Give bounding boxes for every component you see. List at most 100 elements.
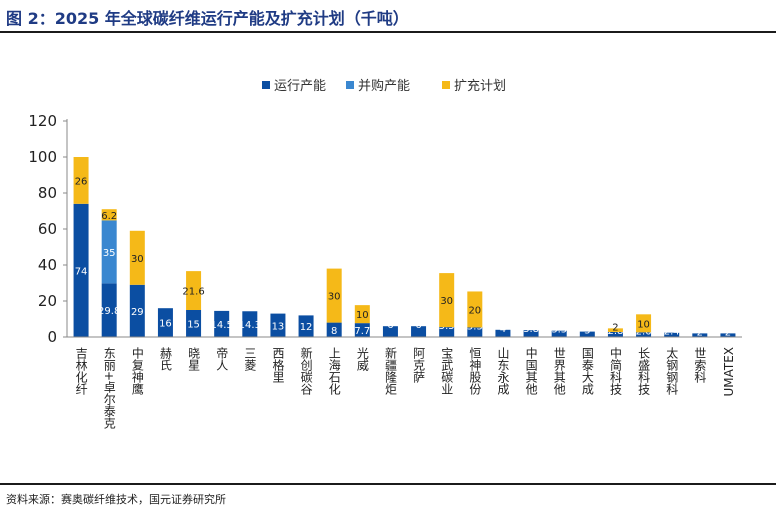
data-label: 2 — [725, 327, 731, 338]
data-label: 2.4 — [664, 327, 680, 338]
bar-segment — [101, 283, 117, 337]
bar-segment — [354, 323, 370, 337]
bar-segment — [157, 308, 173, 337]
title-divider — [0, 31, 776, 33]
data-label: 16 — [159, 319, 172, 330]
x-tick-label: 山东永成 — [496, 347, 510, 396]
data-label: 13 — [272, 321, 285, 332]
bar-segment — [439, 327, 455, 337]
x-axis: 吉林化纤 东丽+卓尔泰克 中复神鹰 赫氏 晓星 帝人 三菱 西格里 新创碳谷 上海石化 光威 新疆隆炬… — [67, 336, 742, 430]
legend-label: 运行产能 — [274, 79, 326, 94]
bar-segment — [101, 209, 117, 221]
legend-label: 并购产能 — [358, 78, 410, 94]
x-tick-label: 世索科 — [693, 347, 707, 383]
legend-swatch — [442, 81, 450, 89]
x-tick-label: 世界其他 — [552, 347, 566, 395]
bar-segment — [382, 326, 398, 337]
data-label: 35 — [103, 248, 116, 259]
data-label: 10 — [637, 319, 650, 330]
bar-segment — [439, 273, 455, 328]
x-tick-label: 阿克萨 — [412, 347, 426, 383]
x-tick-label: 国泰大成 — [580, 347, 594, 396]
bar-segment — [129, 230, 145, 285]
bar-segment — [354, 305, 370, 324]
x-tick-label: 上海石化 — [327, 347, 341, 396]
data-label: 14.3 — [239, 320, 261, 331]
y-tick-label: 100 — [28, 148, 57, 166]
data-label: 15 — [187, 320, 200, 331]
data-label: 30 — [131, 254, 144, 265]
y-tick-label: 120 — [28, 112, 57, 130]
data-label: 29 — [131, 307, 144, 318]
bar-segment — [664, 332, 680, 337]
x-tick-label: 赫氏 — [158, 347, 172, 371]
bar-segment — [551, 330, 567, 337]
y-tick-label: 60 — [38, 220, 57, 238]
bar-segment — [298, 315, 314, 337]
data-label: 6.2 — [101, 211, 117, 222]
bar-segment — [607, 328, 623, 332]
bar-segment — [636, 314, 652, 333]
legend-swatch — [262, 81, 270, 89]
bar-segment — [523, 330, 539, 337]
x-tick-label: 恒神股份 — [468, 347, 482, 395]
bar-segment — [720, 333, 736, 337]
bar-segment — [326, 268, 342, 323]
x-tick-label: 吉林化纤 — [74, 347, 88, 395]
x-tick-label: 晓星 — [187, 347, 201, 371]
data-label: 30 — [328, 292, 341, 303]
y-tick-label: 20 — [38, 292, 57, 310]
x-tick-label: 新疆隆炬 — [383, 346, 397, 395]
bar-segment — [579, 331, 595, 337]
bar-segment — [101, 220, 117, 284]
bar-segment — [495, 329, 511, 337]
bar-segment — [692, 333, 708, 337]
bar-segment — [242, 311, 258, 337]
data-label: 14.5 — [211, 320, 233, 331]
bar-segment — [73, 157, 89, 204]
bar-segment — [270, 313, 286, 337]
x-tick-label: 长盛科技 — [637, 347, 651, 395]
bar-segment — [411, 326, 427, 337]
data-label: 26 — [75, 176, 88, 187]
bar-segment — [636, 332, 652, 337]
data-label: 6 — [387, 320, 393, 331]
data-label: 29.8 — [98, 306, 120, 317]
bar-segment — [73, 203, 89, 337]
x-tick-label: 东丽+卓尔泰克 — [102, 347, 116, 430]
x-tick-label: 光威 — [355, 347, 369, 372]
x-tick-label: 宝武碳业 — [440, 347, 454, 395]
x-tick-label: 新创碳谷 — [299, 346, 313, 396]
y-tick-label: 40 — [38, 256, 57, 274]
data-label: 3.8 — [523, 324, 539, 335]
y-axis: 0 20 40 60 80 100 120 — [28, 112, 68, 346]
bar-segment — [129, 284, 145, 337]
data-label: 6 — [415, 320, 421, 331]
data-label: 2 — [612, 322, 618, 333]
legend-swatch — [346, 81, 354, 89]
footer-divider — [0, 483, 776, 485]
chart-legend: 运行产能 并购产能 扩充计划 — [262, 78, 506, 94]
bar-segment — [186, 310, 202, 337]
x-tick-label: 三菱 — [243, 347, 257, 371]
x-tick-label: 帝人 — [215, 346, 229, 371]
source-note: 资料来源：赛奥碳纤维技术，国元证券研究所 — [6, 493, 226, 506]
data-label: 2 — [697, 327, 703, 338]
data-label: 12 — [300, 322, 313, 333]
y-tick-label: 0 — [47, 328, 57, 346]
x-tick-label: 中国其他 — [524, 346, 538, 395]
x-tick-label: 中复神鹰 — [130, 346, 144, 396]
x-tick-label: 太钢钢科 — [665, 346, 679, 395]
bar-segment — [214, 310, 230, 337]
y-tick-label: 80 — [38, 184, 57, 202]
data-label: 3.5 — [551, 325, 567, 336]
data-label: 3 — [584, 326, 590, 337]
x-tick-label: UMATEX — [722, 347, 736, 397]
bar-segment — [186, 271, 202, 310]
data-label: 20 — [468, 305, 481, 316]
bar-segment — [326, 322, 342, 337]
x-tick-label: 西格里 — [271, 347, 285, 383]
data-label: 4 — [500, 324, 506, 335]
